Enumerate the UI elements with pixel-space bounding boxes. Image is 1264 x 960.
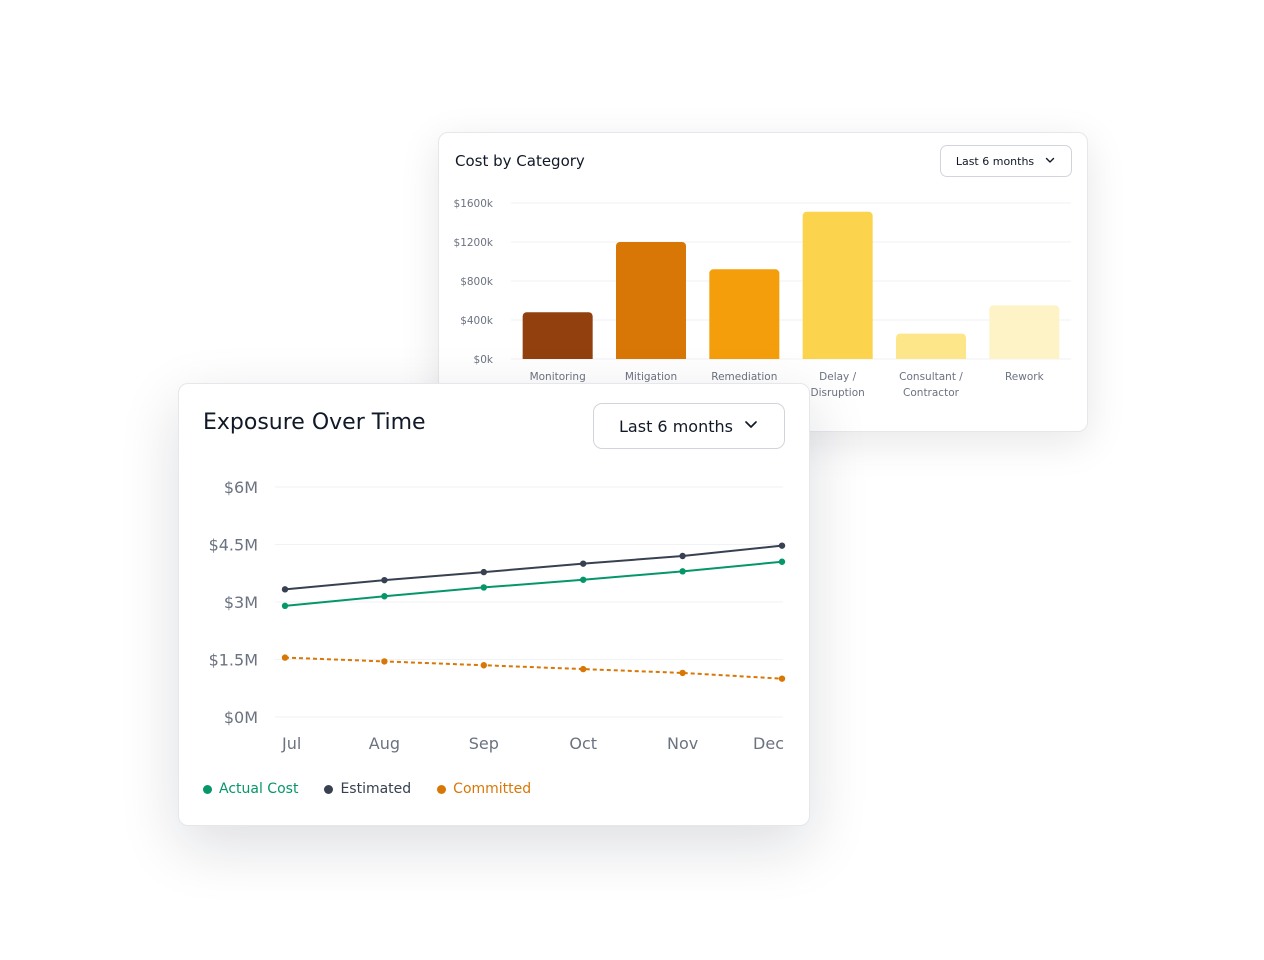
legend-label: Actual Cost xyxy=(219,781,299,797)
series-line xyxy=(284,656,783,680)
data-point xyxy=(480,584,487,591)
bar-base xyxy=(802,355,873,359)
y-tick-label: $1200k xyxy=(454,237,494,249)
y-tick-label: $1600k xyxy=(454,198,494,210)
data-point xyxy=(480,662,487,669)
x-tick-label: Consultant / Contractor xyxy=(899,371,963,399)
legend-item-committed[interactable]: Committed xyxy=(437,781,531,797)
bar xyxy=(616,242,686,359)
exposure-over-time-chart: $0M $1.5M $3M $4.5M $6M Jul Aug Sep Oct Nov Dec xyxy=(209,478,786,753)
x-tick-label: Jul xyxy=(281,734,301,753)
bar xyxy=(522,312,593,359)
data-point xyxy=(679,552,686,560)
cost-by-category-chart: $0k $400k $800k $1200k $1600k Monitoring Mitig… xyxy=(454,198,1071,399)
y-tick-label: $3M xyxy=(224,593,258,612)
exposure-over-time-title: Exposure Over Time xyxy=(203,410,426,435)
data-point xyxy=(480,568,487,576)
data-point xyxy=(281,586,289,593)
data-point xyxy=(580,665,587,673)
data-point xyxy=(381,593,388,600)
cost-by-category-card: $0k $400k $800k $1200k $1600k Monitoring Mitig… xyxy=(438,132,1088,432)
exposure-period-dropdown[interactable]: Last 6 months xyxy=(593,403,785,449)
bar-base xyxy=(709,355,780,359)
bar-base xyxy=(896,355,966,359)
data-point xyxy=(580,576,587,583)
data-point xyxy=(679,568,686,575)
data-point xyxy=(281,654,289,661)
cost-period-dropdown[interactable]: Last 6 months xyxy=(940,145,1072,177)
y-tick-label: $4.5M xyxy=(209,536,258,555)
data-point xyxy=(580,560,587,567)
cost-by-category-title: Cost by Category xyxy=(455,152,585,170)
x-tick-label: Nov xyxy=(667,734,698,753)
data-point xyxy=(778,675,786,682)
x-tick-label: Aug xyxy=(369,734,400,753)
legend-item-estimated[interactable]: Estimated xyxy=(324,781,411,797)
bar xyxy=(802,211,873,359)
x-tick-label: Mitigation xyxy=(625,371,677,383)
chevron-down-icon xyxy=(743,416,759,436)
x-tick-label: Remediation xyxy=(711,371,777,383)
chevron-down-icon xyxy=(1044,154,1056,169)
y-tick-label: $0k xyxy=(474,354,494,366)
legend-label: Committed xyxy=(453,781,532,797)
bar xyxy=(989,305,1060,359)
bar xyxy=(896,333,966,359)
data-point xyxy=(281,602,289,610)
x-tick-label: Sep xyxy=(469,734,499,753)
x-tick-label: Delay / Disruption xyxy=(811,371,865,399)
y-tick-label: $800k xyxy=(460,276,494,288)
exposure-over-time-card: $0M $1.5M $3M $4.5M $6M Jul Aug Sep Oct Nov Dec Ex… xyxy=(178,383,810,826)
legend-swatch xyxy=(437,784,447,794)
y-tick-label: $1.5M xyxy=(209,651,258,670)
legend-swatch xyxy=(203,784,212,794)
bar-base xyxy=(522,355,593,359)
y-tick-label: $0M xyxy=(224,708,258,727)
y-tick-label: $400k xyxy=(460,315,494,327)
data-point xyxy=(778,542,786,549)
x-tick-label: Dec xyxy=(753,734,784,753)
bar-base xyxy=(989,355,1060,359)
x-tick-label: Monitoring xyxy=(530,371,586,383)
cost-period-dropdown-label: Last 6 months xyxy=(955,154,1035,168)
data-point xyxy=(679,669,686,677)
exposure-legend: Actual Cost Estimated Committed xyxy=(203,781,531,797)
y-tick-label: $6M xyxy=(224,478,258,497)
data-point xyxy=(381,576,388,584)
data-point xyxy=(381,658,388,665)
series-line xyxy=(284,544,783,591)
legend-swatch xyxy=(324,784,334,794)
bar-base xyxy=(616,355,686,359)
legend-label: Estimated xyxy=(340,781,412,797)
series-line xyxy=(284,560,783,607)
bar xyxy=(709,269,780,359)
x-tick-label: Rework xyxy=(1005,371,1045,383)
legend-item-actual-cost[interactable]: Actual Cost xyxy=(203,781,298,797)
x-tick-label: Oct xyxy=(569,734,597,753)
data-point xyxy=(778,558,786,565)
exposure-period-dropdown-label: Last 6 months xyxy=(619,416,733,436)
